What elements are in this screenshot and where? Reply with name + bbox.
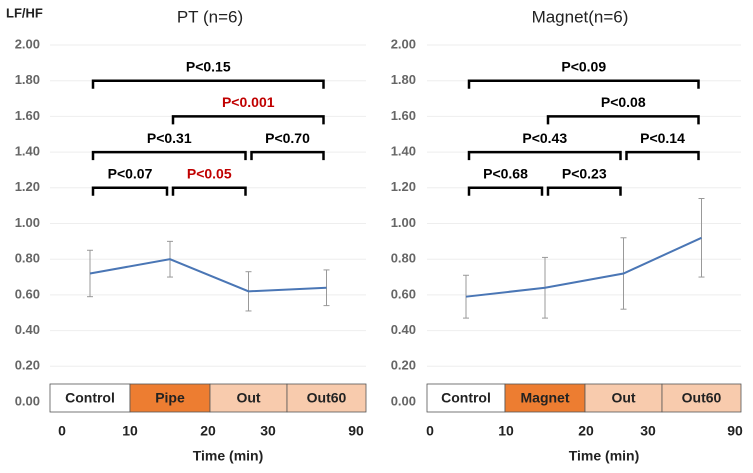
- x-tick-label: 30: [260, 423, 276, 439]
- x-tick-label: 20: [578, 423, 594, 439]
- y-tick-label: 2.00: [15, 36, 40, 51]
- phase-box: [661, 383, 742, 413]
- bracket: [467, 79, 700, 89]
- phase-label: Out: [236, 390, 260, 406]
- bracket: [91, 186, 169, 196]
- bracket: [171, 115, 325, 125]
- bracket-label: P<0.08: [601, 94, 646, 110]
- phase-box: [286, 383, 367, 413]
- phase-label: Control: [441, 390, 491, 406]
- y-tick-label: 0.80: [391, 251, 416, 266]
- bracket: [171, 186, 247, 196]
- y-axis-label: LF/HF: [6, 5, 43, 20]
- phase-label: Magnet: [521, 390, 570, 406]
- bracket: [91, 79, 325, 89]
- y-tick-label: 0.60: [391, 286, 416, 301]
- series-line: [465, 236, 702, 298]
- x-tick-label: 0: [426, 423, 434, 439]
- x-tick-label: 20: [200, 423, 216, 439]
- y-tick-label: 1.80: [15, 72, 40, 87]
- y-tick-label: 1.20: [15, 179, 40, 194]
- series-line: [89, 258, 327, 293]
- x-axis-label: Time (min): [193, 448, 264, 464]
- bracket-label: P<0.09: [561, 58, 606, 74]
- chart-title: PT (n=6): [177, 7, 243, 26]
- phase-label: Control: [65, 390, 115, 406]
- y-tick-label: 0.20: [391, 358, 416, 373]
- bracket-label: P<0.43: [522, 130, 567, 146]
- y-tick-label: 1.20: [391, 179, 416, 194]
- bracket: [91, 150, 247, 161]
- x-tick-label: 10: [498, 423, 514, 439]
- bracket-label: P<0.31: [147, 130, 192, 146]
- x-tick-label: 10: [122, 423, 138, 439]
- y-tick-label: 1.60: [15, 108, 40, 123]
- chart-title: Magnet(n=6): [532, 7, 629, 26]
- bracket: [546, 186, 622, 196]
- phase-label: Pipe: [155, 390, 185, 406]
- bracket-label: P<0.70: [265, 130, 310, 146]
- bracket-label: P<0.05: [187, 166, 232, 182]
- bracket: [467, 150, 622, 161]
- x-tick-label: 90: [348, 423, 364, 439]
- phase-box: [426, 383, 506, 413]
- phase-box: [504, 383, 586, 413]
- phase-label: Out60: [682, 390, 722, 406]
- x-tick-label: 30: [640, 423, 656, 439]
- y-tick-label: 0.20: [15, 358, 40, 373]
- bracket: [546, 115, 700, 125]
- bracket-label: P<0.23: [562, 166, 607, 182]
- y-tick-label: 1.00: [15, 215, 40, 230]
- phase-box: [129, 383, 211, 413]
- phase-box: [584, 383, 663, 413]
- bracket-label: P<0.14: [640, 130, 685, 146]
- y-tick-label: 0.40: [391, 322, 416, 337]
- phase-label: Out60: [307, 390, 347, 406]
- y-tick-label: 2.00: [391, 36, 416, 51]
- y-tick-label: 0.00: [391, 393, 416, 408]
- x-axis-label: Time (min): [569, 448, 640, 464]
- bracket: [250, 150, 325, 161]
- y-tick-label: 0.80: [15, 251, 40, 266]
- y-tick-label: 1.00: [391, 215, 416, 230]
- bracket-label: P<0.15: [186, 58, 231, 74]
- y-tick-label: 1.80: [391, 72, 416, 87]
- x-tick-label: 90: [727, 423, 743, 439]
- phase-label: Out: [611, 390, 635, 406]
- y-tick-label: 1.40: [15, 144, 40, 159]
- y-tick-label: 1.60: [391, 108, 416, 123]
- bracket: [467, 186, 544, 196]
- y-tick-label: 0.00: [15, 393, 40, 408]
- y-tick-label: 0.40: [15, 322, 40, 337]
- x-tick-label: 0: [58, 423, 66, 439]
- y-tick-label: 1.40: [391, 144, 416, 159]
- bracket: [625, 150, 700, 161]
- bracket-label: P<0.001: [222, 94, 275, 110]
- phase-box: [49, 383, 131, 413]
- y-tick-label: 0.60: [15, 286, 40, 301]
- bracket-label: P<0.68: [483, 166, 528, 182]
- bracket-label: P<0.07: [108, 166, 153, 182]
